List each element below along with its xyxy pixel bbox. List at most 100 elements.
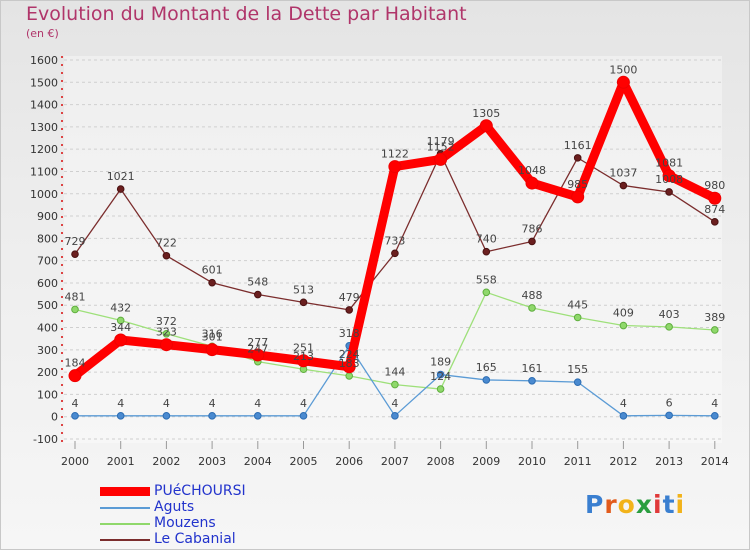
y-tick-label: 100	[37, 388, 58, 401]
data-label: 729	[65, 235, 86, 248]
x-tick-label: 2010	[518, 455, 546, 468]
data-label: 1037	[609, 167, 637, 180]
data-point	[665, 188, 673, 196]
logo-letter: o	[617, 490, 636, 519]
y-tick-label: 700	[37, 255, 58, 268]
data-label: 488	[522, 289, 543, 302]
data-point	[528, 377, 536, 385]
data-point	[616, 75, 630, 89]
data-point	[619, 181, 628, 190]
data-point	[482, 288, 491, 297]
data-point	[619, 412, 628, 420]
y-tick-label: 900	[37, 210, 58, 223]
data-label: 4	[117, 397, 124, 410]
data-label: 786	[522, 222, 543, 235]
data-point	[388, 160, 402, 174]
data-point	[342, 360, 356, 374]
data-label: 985	[567, 178, 588, 191]
data-label: 1179	[427, 135, 455, 148]
logo-letter: i	[675, 490, 686, 519]
data-label: 1305	[472, 107, 500, 120]
data-label: 601	[202, 264, 223, 277]
y-tick-label: 1200	[30, 143, 58, 156]
data-label: 4	[300, 397, 307, 410]
chart-title: Evolution du Montant de la Dette par Hab…	[26, 3, 467, 25]
data-point	[479, 119, 493, 133]
data-label: 251	[293, 342, 314, 355]
data-label: 4	[209, 397, 216, 410]
data-label: 513	[293, 283, 314, 296]
data-label: 213	[293, 350, 314, 363]
logo-letter: i	[653, 490, 663, 519]
data-point	[482, 376, 491, 384]
data-label: 318	[339, 327, 360, 340]
data-point	[116, 185, 125, 193]
data-label: 161	[522, 362, 543, 375]
y-tick-label: 1500	[30, 76, 58, 89]
data-point	[205, 343, 219, 357]
data-label: 184	[65, 357, 86, 370]
data-point	[253, 290, 262, 299]
data-point	[345, 372, 354, 380]
data-label: 4	[391, 397, 398, 410]
data-point	[662, 169, 676, 183]
data-point	[482, 247, 491, 256]
data-label: 740	[476, 233, 497, 246]
data-point	[116, 412, 125, 420]
data-label: 4	[711, 397, 718, 410]
y-tick-label: 1600	[30, 54, 58, 67]
x-tick-label: 2008	[427, 455, 455, 468]
data-point	[391, 412, 399, 420]
data-label: 144	[384, 366, 405, 379]
data-label: 481	[65, 290, 86, 303]
data-label: 224	[339, 348, 360, 361]
data-point	[71, 305, 79, 314]
data-point	[299, 298, 308, 307]
legend-label: Aguts	[154, 499, 195, 515]
data-point	[711, 412, 719, 420]
data-label: 1021	[107, 170, 135, 183]
legend-swatch	[100, 523, 150, 525]
data-point	[159, 338, 173, 352]
y-tick-label: 300	[37, 344, 58, 357]
data-point	[528, 237, 536, 246]
x-tick-label: 2009	[472, 455, 500, 468]
data-point	[162, 251, 171, 260]
data-label: 183	[339, 357, 360, 370]
data-label: 389	[704, 311, 725, 324]
data-label: 1081	[655, 157, 683, 170]
data-point	[162, 412, 171, 420]
data-label: 344	[110, 321, 131, 334]
legend-label: Le Cabanial	[154, 531, 236, 547]
data-label: 548	[247, 276, 268, 289]
y-tick-label: 1000	[30, 188, 58, 201]
data-point	[162, 329, 171, 338]
y-tick-label: 800	[37, 232, 58, 245]
data-point	[114, 333, 128, 347]
legend-label: Mouzens	[154, 515, 216, 531]
data-label: 1008	[655, 173, 683, 186]
data-label: 445	[567, 298, 588, 311]
data-label: 1152	[427, 140, 455, 153]
data-point	[711, 218, 719, 226]
data-label: 1122	[381, 148, 409, 161]
y-tick-label: 1100	[30, 165, 58, 178]
data-point	[571, 190, 585, 204]
x-tick-label: 2014	[701, 455, 729, 468]
x-tick-label: 2012	[609, 455, 637, 468]
legend-swatch	[100, 539, 150, 541]
data-label: 6	[666, 396, 673, 409]
data-label: 247	[247, 343, 268, 356]
data-point	[436, 385, 445, 393]
y-tick-label: 500	[37, 299, 58, 312]
data-label: 432	[110, 301, 131, 314]
data-point	[573, 313, 582, 322]
data-point	[525, 176, 539, 190]
data-point	[708, 191, 722, 205]
data-label: 722	[156, 237, 177, 250]
x-tick-label: 2006	[335, 455, 363, 468]
x-tick-label: 2013	[655, 455, 683, 468]
x-tick-label: 2001	[107, 455, 135, 468]
data-label: 403	[659, 308, 680, 321]
data-point	[208, 278, 216, 287]
